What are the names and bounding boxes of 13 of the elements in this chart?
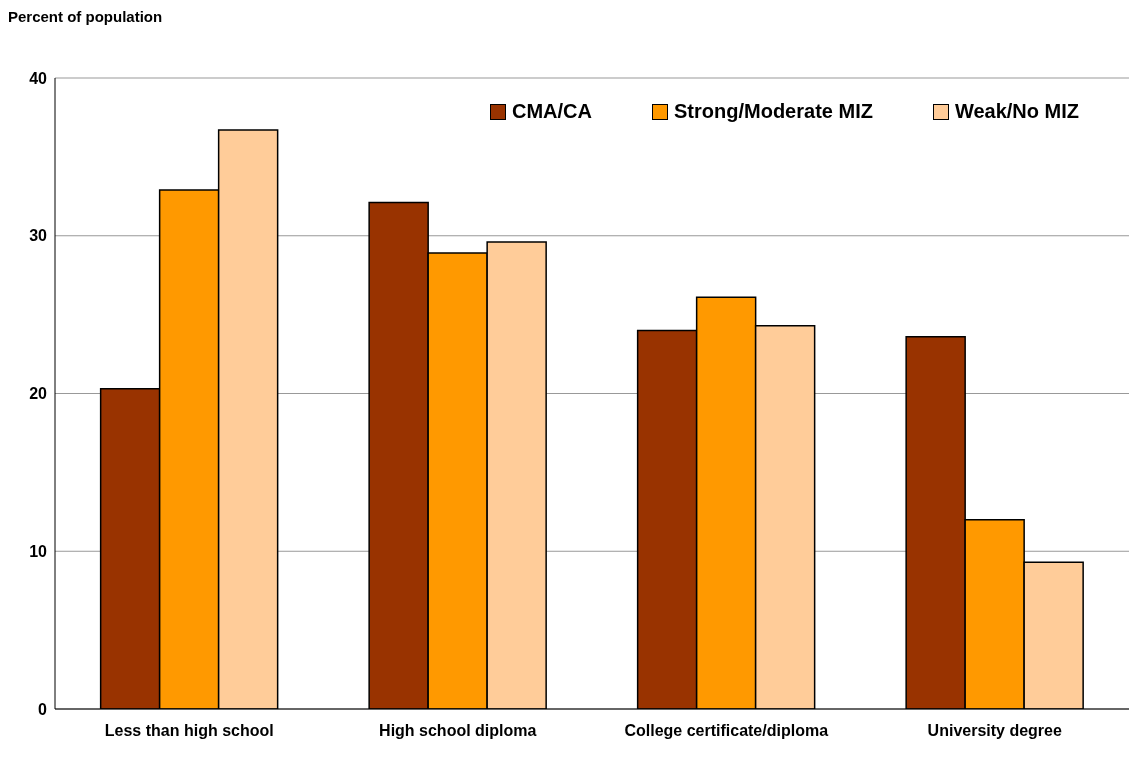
y-axis-title: Percent of population [8,8,163,25]
x-tick-label: College certificate/diploma [624,722,829,740]
y-tick-label: 40 [29,69,48,87]
y-tick-label: 30 [29,227,48,245]
x-tick-label: University degree [927,722,1062,740]
x-tick-label: High school diploma [379,722,537,740]
y-tick-label: 0 [38,700,48,718]
legend-label: CMA/CA [512,100,593,123]
legend-label: Weak/No MIZ [954,100,1079,123]
legend-label: Strong/Moderate MIZ [674,100,873,123]
x-tick-label: Less than high school [104,722,274,740]
y-tick-label: 20 [29,385,48,403]
y-tick-label: 10 [29,542,48,560]
